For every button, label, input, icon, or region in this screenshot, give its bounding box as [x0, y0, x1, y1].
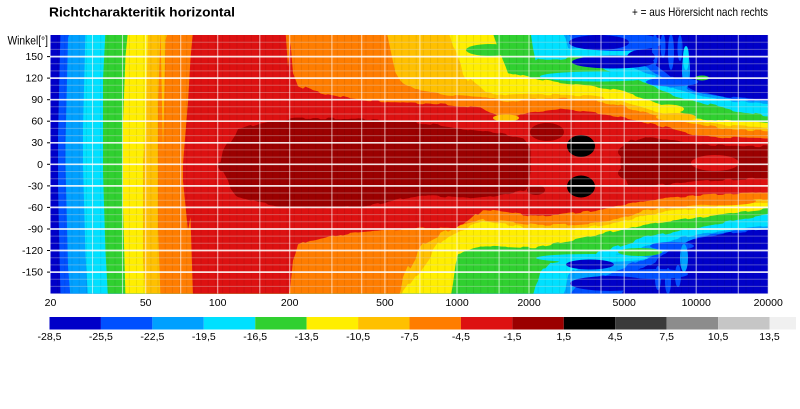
svg-text:-25,5: -25,5: [89, 331, 113, 343]
svg-text:-150: -150: [22, 267, 43, 279]
svg-text:90: 90: [31, 94, 43, 106]
svg-text:13,5: 13,5: [759, 331, 780, 343]
svg-text:20: 20: [45, 297, 57, 309]
svg-text:+ = aus Hörersicht nach rechts: + = aus Hörersicht nach rechts: [632, 5, 768, 19]
svg-text:-120: -120: [22, 245, 43, 257]
svg-text:5000: 5000: [613, 297, 637, 309]
svg-text:-10,5: -10,5: [346, 331, 370, 343]
svg-text:10000: 10000: [682, 297, 711, 309]
svg-text:200: 200: [281, 297, 299, 309]
svg-text:100: 100: [209, 297, 227, 309]
svg-text:1,5: 1,5: [556, 331, 571, 343]
svg-text:60: 60: [31, 116, 43, 128]
svg-text:4,5: 4,5: [608, 331, 623, 343]
svg-text:-19,5: -19,5: [192, 331, 216, 343]
svg-text:Richtcharakteritik horizontal: Richtcharakteritik horizontal: [49, 5, 235, 20]
svg-text:20000: 20000: [754, 297, 783, 309]
svg-text:2000: 2000: [517, 297, 541, 309]
svg-text:7,5: 7,5: [659, 331, 674, 343]
svg-text:120: 120: [25, 73, 43, 85]
svg-text:-90: -90: [28, 224, 43, 236]
svg-text:10,5: 10,5: [708, 331, 729, 343]
svg-text:-1,5: -1,5: [503, 331, 521, 343]
svg-text:500: 500: [376, 297, 394, 309]
svg-text:-7,5: -7,5: [400, 331, 418, 343]
svg-text:0: 0: [37, 159, 43, 171]
svg-text:30: 30: [31, 137, 43, 149]
svg-text:1000: 1000: [445, 297, 469, 309]
svg-text:-13,5: -13,5: [295, 331, 319, 343]
svg-text:-28,5: -28,5: [38, 331, 62, 343]
svg-text:-4,5: -4,5: [452, 331, 470, 343]
svg-text:-22,5: -22,5: [140, 331, 164, 343]
svg-text:150: 150: [25, 51, 43, 63]
svg-text:-16,5: -16,5: [243, 331, 267, 343]
svg-text:50: 50: [140, 297, 152, 309]
svg-text:-30: -30: [28, 180, 43, 192]
svg-text:Winkel[°]: Winkel[°]: [8, 36, 49, 48]
svg-text:-60: -60: [28, 202, 43, 214]
